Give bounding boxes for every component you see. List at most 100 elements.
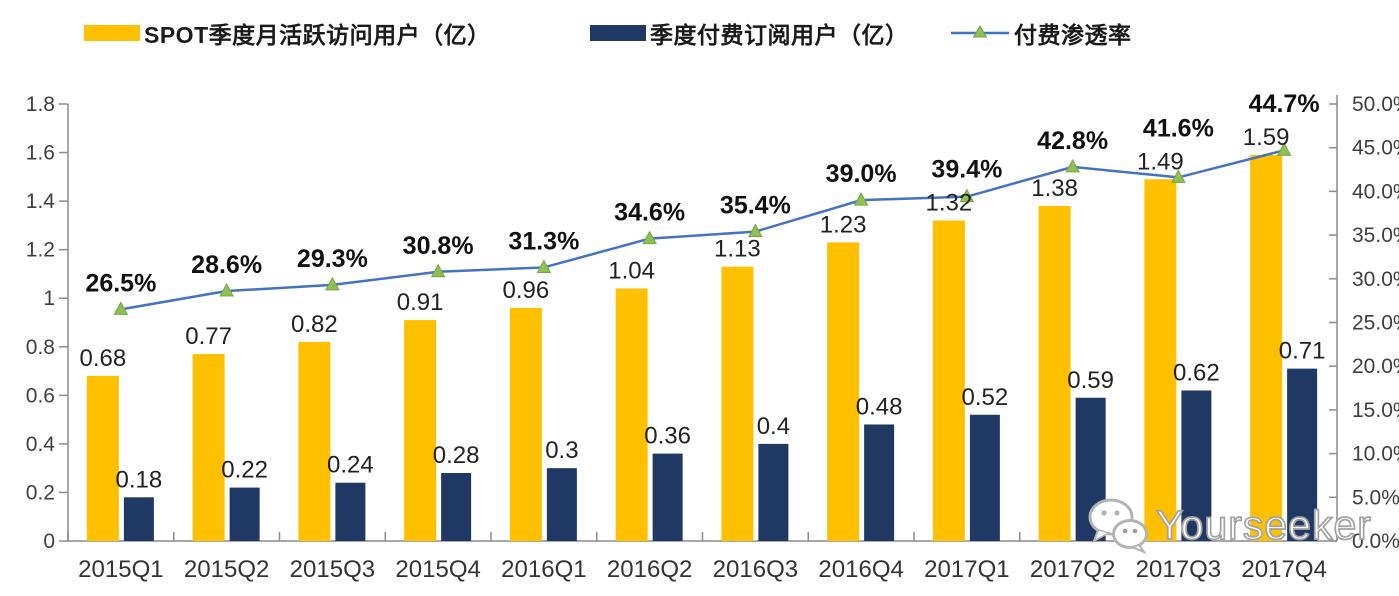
bar-subs-2015Q3: [335, 482, 366, 541]
bar-subs-2016Q2: [652, 453, 683, 541]
marker-penetration-2015Q2: [219, 282, 234, 297]
left-axis-tick-label: 0.6: [26, 384, 55, 407]
label-mau-2016Q3: 1.13: [714, 236, 761, 263]
marker-penetration-2017Q4: [1276, 142, 1292, 156]
label-mau-2017Q4: 1.59: [1243, 124, 1290, 151]
x-axis-category-label: 2016Q4: [818, 556, 903, 583]
label-penetration-2017Q4: 44.7%: [1249, 90, 1320, 118]
label-penetration-2016Q3: 35.4%: [720, 192, 791, 220]
legend-label-mau: SPOT季度月活跃访问用户（亿）: [144, 22, 491, 48]
bar-subs-2016Q1: [546, 468, 577, 541]
bar-mau-2016Q4: [827, 242, 860, 541]
label-subs-2016Q2: 0.36: [644, 423, 691, 450]
marker-penetration-2017Q1: [959, 188, 975, 203]
legend-item-mau: SPOT季度月活跃访问用户（亿）: [84, 16, 491, 50]
left-axis-tick-label: 1.6: [26, 142, 55, 165]
label-mau-2017Q2: 1.38: [1031, 175, 1078, 202]
label-mau-2015Q2: 0.77: [185, 323, 232, 350]
label-mau-2015Q3: 0.82: [291, 311, 338, 338]
label-subs-2017Q4: 0.71: [1279, 338, 1326, 365]
legend-swatch-subs-icon: [590, 25, 646, 41]
label-subs-2016Q4: 0.48: [856, 393, 903, 420]
label-penetration-2016Q1: 31.3%: [508, 227, 579, 255]
bar-subs-2017Q2: [1075, 397, 1106, 541]
right-axis-tick-label: 50.0%: [1352, 93, 1399, 116]
right-axis-tick-label: 45.0%: [1352, 137, 1399, 160]
x-axis-category-label: 2016Q3: [713, 556, 798, 583]
label-penetration-2017Q1: 39.4%: [931, 156, 1002, 184]
bar-mau-2015Q4: [404, 320, 437, 541]
left-axis-tick-label: 1.4: [26, 190, 56, 213]
bar-mau-2015Q1: [86, 375, 119, 541]
marker-penetration-2016Q2: [642, 230, 657, 245]
marker-penetration-2016Q3: [748, 223, 763, 238]
label-penetration-2016Q2: 34.6%: [614, 199, 685, 227]
label-subs-2016Q1: 0.3: [545, 437, 578, 464]
label-subs-2017Q2: 0.59: [1067, 367, 1114, 394]
bar-mau-2017Q4: [1250, 154, 1283, 541]
bar-mau-2017Q2: [1038, 205, 1071, 541]
marker-penetration-2017Q3: [1171, 169, 1186, 183]
right-axis-tick-label: 15.0%: [1352, 399, 1399, 422]
right-axis-tick-label: 25.0%: [1352, 312, 1399, 335]
marker-penetration-2015Q4: [430, 263, 446, 278]
chart-legend: SPOT季度月活跃访问用户（亿） 季度付费订阅用户（亿） 付费渗透率: [0, 0, 1399, 60]
label-penetration-2015Q1: 26.5%: [85, 269, 156, 297]
bar-subs-2015Q2: [229, 487, 260, 541]
label-subs-2015Q4: 0.28: [433, 442, 480, 469]
bar-mau-2017Q1: [932, 220, 965, 542]
x-axis-category-label: 2017Q2: [1030, 556, 1115, 583]
right-axis-tick-label: 10.0%: [1352, 443, 1399, 466]
label-subs-2015Q3: 0.24: [327, 452, 374, 479]
bar-subs-2015Q4: [441, 473, 472, 541]
label-mau-2015Q1: 0.68: [80, 345, 127, 372]
label-mau-2016Q1: 0.96: [503, 277, 550, 304]
right-axis-tick-label: 30.0%: [1352, 268, 1399, 291]
left-axis-tick-label: 0: [43, 530, 55, 553]
left-axis-tick-label: 0.8: [26, 336, 55, 359]
bar-mau-2016Q1: [509, 307, 542, 541]
bar-subs-2016Q3: [758, 443, 789, 541]
right-axis-tick-label: 35.0%: [1352, 224, 1399, 247]
legend-line-marker-icon: [951, 25, 1009, 38]
label-mau-2017Q3: 1.49: [1137, 148, 1184, 175]
label-penetration-2015Q2: 28.6%: [191, 251, 262, 279]
marker-penetration-2015Q3: [325, 276, 340, 291]
left-axis-tick-label: 1.2: [26, 239, 55, 262]
left-axis-tick-label: 0.2: [26, 481, 55, 504]
right-axis-tick-label: 20.0%: [1352, 355, 1399, 378]
bar-mau-2015Q3: [298, 341, 331, 541]
legend-label-penetration: 付费渗透率: [1014, 22, 1132, 48]
bar-mau-2017Q3: [1144, 179, 1177, 541]
x-axis-category-label: 2016Q1: [501, 556, 586, 583]
bar-subs-2017Q1: [969, 414, 1000, 541]
x-axis-category-label: 2015Q2: [184, 556, 269, 583]
label-subs-2015Q1: 0.18: [116, 466, 163, 493]
bar-mau-2016Q2: [615, 288, 648, 541]
label-mau-2016Q4: 1.23: [820, 211, 867, 238]
legend-swatch-mau-icon: [84, 25, 140, 41]
label-penetration-2015Q3: 29.3%: [297, 245, 368, 273]
right-axis-tick-label: 5.0%: [1352, 486, 1399, 509]
x-axis-category-label: 2017Q4: [1241, 556, 1326, 583]
left-axis-tick-label: 1: [43, 287, 55, 310]
legend-label-subs: 季度付费订阅用户（亿）: [650, 22, 909, 48]
legend-item-subs: 季度付费订阅用户（亿）: [590, 16, 909, 50]
label-penetration-2017Q2: 42.8%: [1037, 127, 1108, 155]
bar-subs-2017Q4: [1287, 368, 1318, 541]
x-axis-category-label: 2015Q3: [290, 556, 375, 583]
label-penetration-2016Q4: 39.0%: [826, 160, 897, 188]
label-mau-2017Q1: 1.32: [926, 190, 973, 217]
line-penetration: [120, 149, 1285, 311]
x-axis-category-label: 2015Q1: [78, 556, 163, 583]
label-subs-2015Q2: 0.22: [221, 457, 268, 484]
bar-subs-2015Q1: [123, 497, 154, 541]
label-subs-2017Q3: 0.62: [1173, 359, 1220, 386]
x-axis-category-label: 2017Q3: [1136, 556, 1221, 583]
left-axis-tick-label: 0.4: [26, 433, 56, 456]
bar-mau-2016Q3: [721, 266, 754, 541]
label-penetration-2015Q4: 30.8%: [403, 232, 474, 260]
x-axis-category-label: 2016Q2: [607, 556, 692, 583]
